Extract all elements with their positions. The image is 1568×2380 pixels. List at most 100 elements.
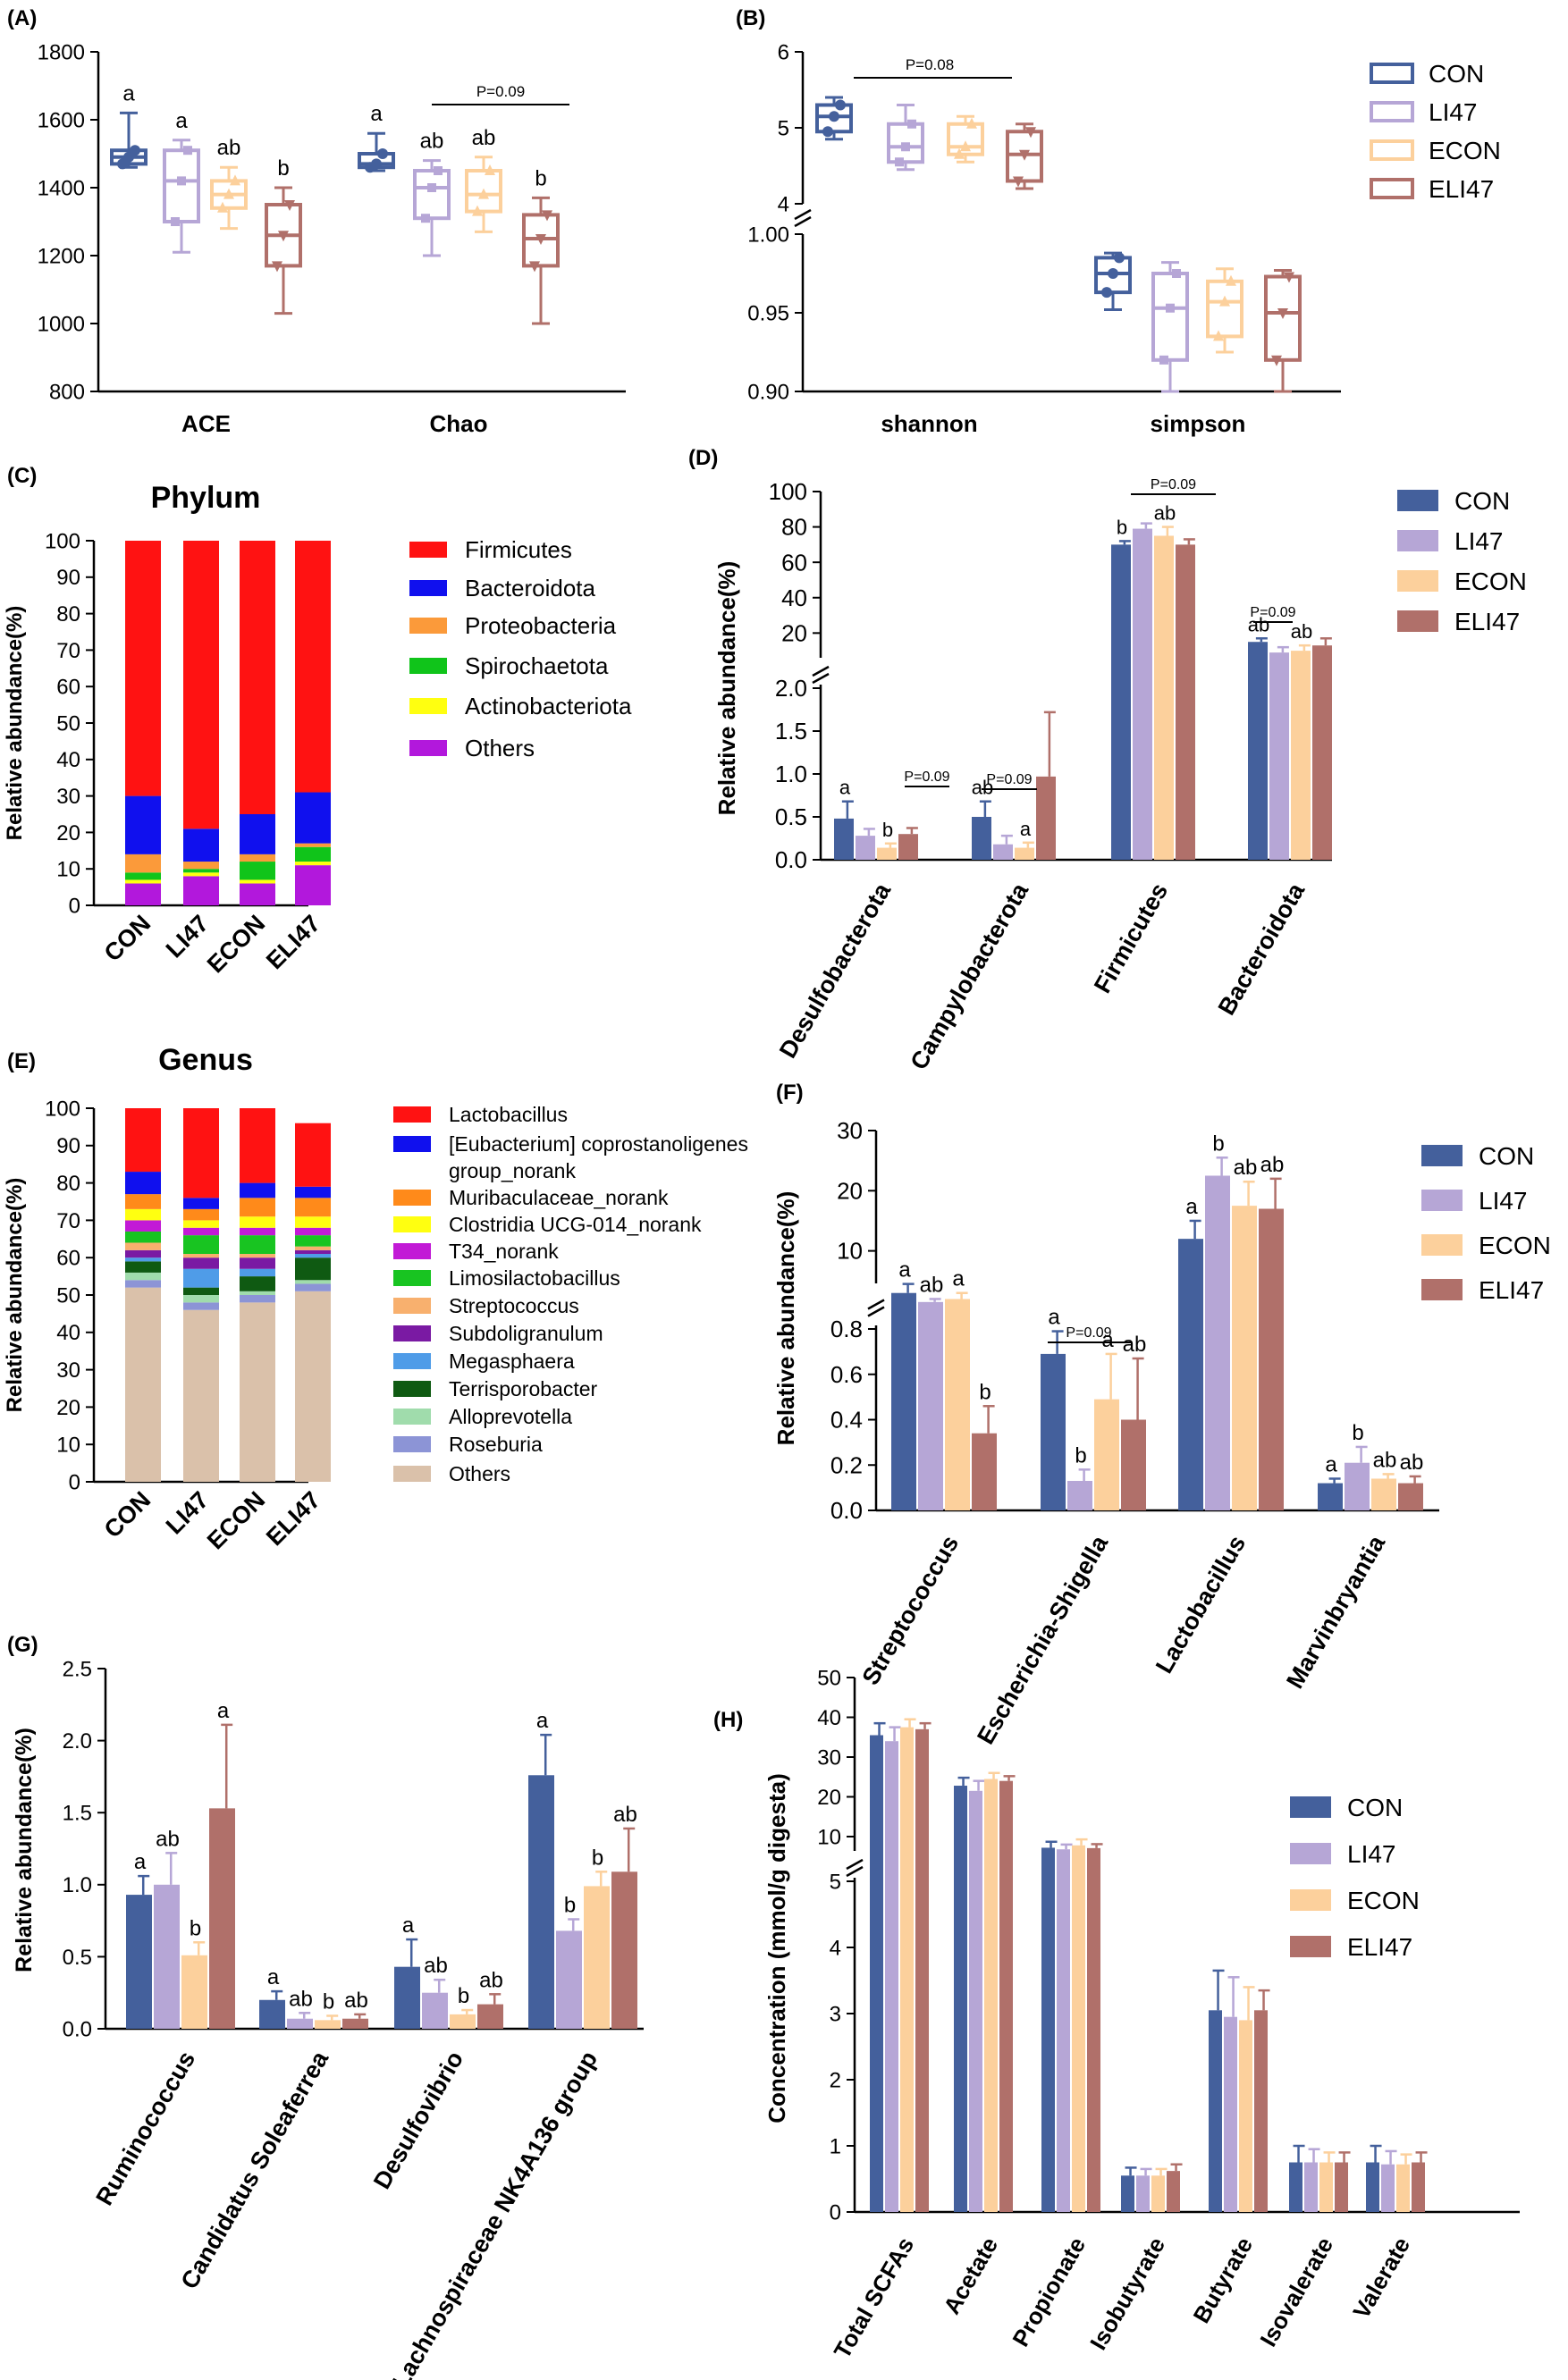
y-tick-label: 60 [781,549,807,576]
y-tick-label: 2 [830,2068,841,2092]
legend-swatch [393,1243,431,1259]
data-point [1213,330,1224,341]
significance-letter: ab [344,1989,368,2013]
x-category-label: Firmicutes [1089,879,1173,997]
y-tick-label: 10 [817,1825,841,1849]
bar-econ-5 [1319,2162,1333,2212]
significance-letter: ab [1248,613,1269,635]
y-tick-label: 0.90 [747,380,789,404]
stack-segment-megasphaera [125,1257,161,1262]
data-point [1271,355,1282,366]
stack-segment-t34-norank [125,1220,161,1232]
y-axis-label: Relative abundance(%) [3,1178,27,1413]
y-tick-label: 1 [830,2134,841,2158]
bar-con-2 [394,1966,420,2029]
bar-li47-0 [856,836,875,860]
data-point [278,231,289,242]
significance-letter: ab [1400,1451,1424,1475]
pvalue-label: P=0.09 [1250,605,1295,620]
stack-segment-clostridia-ucg-014-norank [125,1208,161,1221]
y-tick-label: 10 [56,1434,80,1458]
y-axis-label: Relative abundance(%) [12,1728,37,1972]
stack-segment-actinobacteriota [295,862,331,866]
data-point [1166,303,1175,313]
y-tick-label: 50 [56,1283,80,1308]
stack-segment-firmicutes [125,541,161,796]
significance-letter: b [277,156,289,181]
bar-con-3 [1121,2175,1134,2212]
x-category-label: simpson [1151,410,1246,437]
data-point [960,140,971,152]
stack-segment-subdoligranulum [125,1249,161,1258]
y-tick-label: 0.0 [830,1497,863,1524]
x-category-label: Desulfobacterota [774,878,897,1063]
pvalue-label: P=0.09 [1151,477,1196,492]
y-tick-label: 1.0 [63,1873,92,1897]
bar-li47-3 [1345,1462,1370,1510]
legend-label-line: [Eubacterium] coprostanoligenes [449,1132,748,1156]
y-tick-label: 20 [56,1396,80,1420]
axis-break-mark [812,665,830,677]
stack-segment-terrisporobacter [125,1261,161,1273]
bar-eli47-2 [1259,1208,1284,1510]
stack-segment-bacteroidota [295,792,331,844]
data-point [535,234,546,245]
bar-eli47-3 [611,1871,637,2029]
significance-letter: ab [1260,1153,1285,1177]
data-point [427,183,436,192]
y-tick-label: 0.95 [747,301,789,325]
y-tick-label: 4 [778,192,789,216]
x-category-label: Escherichia-Shigella [972,1530,1114,1749]
bar-li47-2 [1205,1175,1230,1510]
bar-con-0 [834,818,854,860]
legend-label: ECON [1347,1887,1420,1914]
legend-swatch [1421,1190,1463,1211]
stack-segment-bacteroidota [183,828,219,862]
significance-letter: ab [920,1273,944,1297]
y-tick-label: 0.2 [830,1451,863,1478]
bar-econ-0 [877,847,897,860]
bar-li47-4 [1224,2016,1237,2212]
y-tick-label: 0 [69,1470,80,1494]
legend-label: ELI47 [1454,608,1520,635]
stack-segment-lactobacillus [183,1108,219,1198]
legend-label: Spirochaetota [465,652,609,679]
panel-label: (E) [7,1049,36,1073]
stack-segment-others [183,1309,219,1482]
axis-break-mark [867,1306,885,1317]
x-category-label: Lactobacillus [1151,1531,1251,1678]
legend-swatch [393,1436,431,1452]
legend-label: ELI47 [1347,1933,1412,1961]
data-point [1284,272,1294,283]
bar-econ-1 [1094,1399,1119,1510]
bar-econ-1 [984,1779,998,2212]
stack-segment-others [183,876,219,905]
stack-segment-actinobacteriota [125,879,161,884]
y-tick-label: 0.0 [775,846,807,873]
data-point [371,158,382,170]
legend-swatch [1421,1234,1463,1256]
significance-letter: b [1117,516,1127,538]
panel-label: (F) [776,1081,804,1105]
significance-letter: ab [972,777,993,799]
significance-letter: b [323,1989,334,2014]
data-point [1277,308,1288,319]
significance-letter: ab [1234,1156,1258,1180]
data-point [171,217,180,226]
y-tick-label: 20 [817,1786,841,1810]
data-point [485,164,495,175]
legend-label: ELI47 [1429,175,1494,203]
stack-segment-proteobacteria [295,843,331,847]
stack-segment-alloprevotella [183,1295,219,1303]
x-category-label: Total SCFAs [829,2233,920,2363]
x-category-label: Bacteroidota [1213,878,1311,1020]
data-point [478,188,489,199]
stack-segment-others [240,1302,275,1482]
bar-eli47-3 [1398,1483,1423,1510]
legend-swatch [393,1325,431,1341]
significance-letter: b [190,1916,201,1940]
stack-segment-subdoligranulum [240,1257,275,1269]
bar-li47-1 [1067,1481,1092,1510]
bar-li47-0 [918,1301,943,1510]
x-category-label: Ruminococcus [90,2047,200,2210]
